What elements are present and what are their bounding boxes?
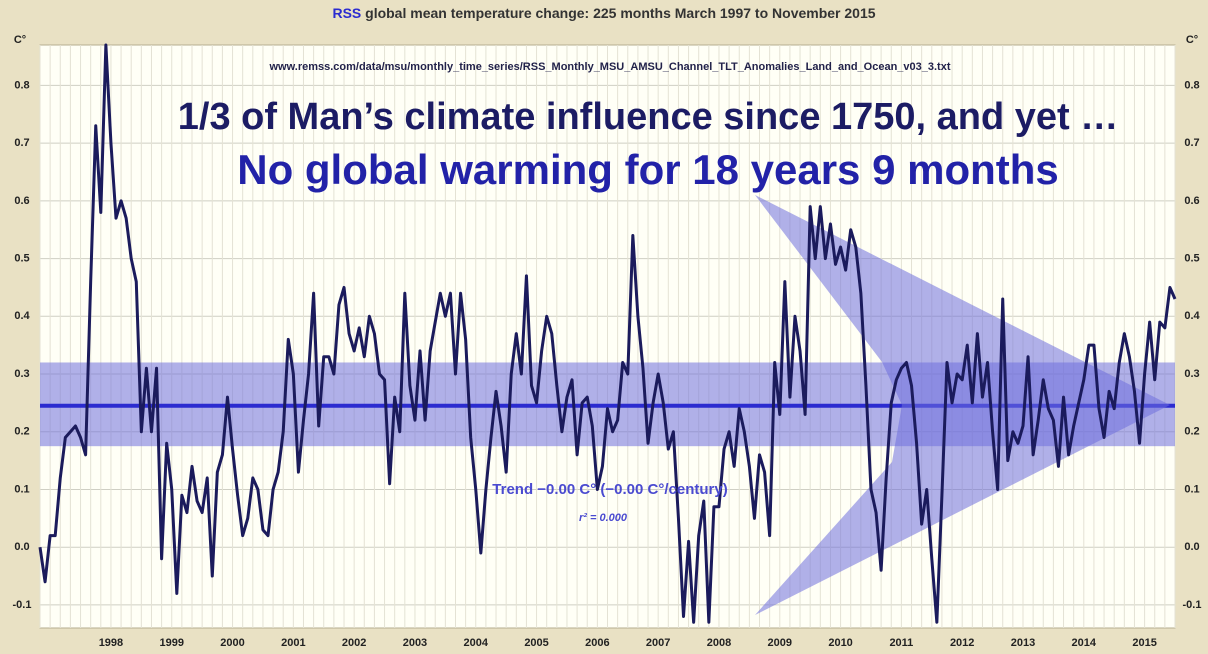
title-text: global mean temperature change: 225 mont…	[365, 5, 876, 21]
x-tick-label: 2011	[889, 637, 913, 649]
x-tick-label: 2007	[646, 637, 670, 649]
x-tick-label: 2008	[707, 637, 731, 649]
x-tick-label: 2015	[1132, 637, 1156, 649]
y2-tick-label: 0.4	[1184, 310, 1200, 322]
x-tick-label: 2002	[342, 637, 366, 649]
x-tick-label: 1998	[99, 637, 123, 649]
y-tick-label: 0.1	[14, 483, 29, 495]
subheadline: No global warming for 18 years 9 months	[237, 146, 1059, 193]
marks	[38, 43, 1177, 624]
x-tick-label: 2009	[768, 637, 792, 649]
x-tick-label: 2005	[524, 637, 548, 649]
y-tick-label: -0.1	[13, 599, 32, 611]
y-tick-label: 0.8	[14, 79, 29, 91]
y-axis-label: C°	[14, 34, 26, 46]
y-tick-label: 0.0	[14, 541, 29, 553]
x-tick-label: 2003	[403, 637, 427, 649]
headline: 1/3 of Man’s climate influence since 175…	[178, 96, 1119, 138]
x-tick-label: 2001	[281, 637, 305, 649]
y2-tick-label: 0.0	[1184, 541, 1199, 553]
y2-tick-label: 0.8	[1184, 79, 1199, 91]
source-url: www.remss.com/data/msu/monthly_time_seri…	[269, 61, 951, 73]
x-tick-label: 2010	[828, 637, 852, 649]
x-tick-label: 1999	[159, 637, 183, 649]
trend-label: Trend −0.00 C° (−0.00 C°/century)	[492, 481, 727, 498]
y2-tick-label: 0.1	[1184, 483, 1199, 495]
y-tick-label: 0.7	[14, 137, 29, 149]
y2-tick-label: 0.2	[1184, 426, 1199, 438]
x-tick-label: 2000	[220, 637, 244, 649]
y2-tick-label: 0.6	[1184, 195, 1199, 207]
y2-tick-label: 0.3	[1184, 368, 1199, 380]
y2-tick-label: 0.5	[1184, 252, 1199, 264]
y-tick-label: 0.5	[14, 252, 29, 264]
title-prefix: RSS	[332, 5, 361, 21]
x-tick-label: 2013	[1011, 637, 1035, 649]
y2-axis-label: C°	[1186, 34, 1198, 46]
x-tick-label: 2006	[585, 637, 609, 649]
y2-tick-label: 0.7	[1184, 137, 1199, 149]
x-tick-label: 2014	[1072, 637, 1097, 649]
y-tick-label: 0.3	[14, 368, 29, 380]
chart-title: RSS global mean temperature change: 225 …	[332, 5, 875, 21]
y-tick-label: 0.6	[14, 195, 29, 207]
x-tick-label: 2004	[464, 637, 489, 649]
y-tick-label: 0.4	[14, 310, 30, 322]
x-tick-label: 2012	[950, 637, 974, 649]
y-tick-label: 0.2	[14, 426, 29, 438]
y2-tick-label: -0.1	[1183, 599, 1202, 611]
arrow	[755, 195, 1170, 615]
temperature-line	[38, 43, 1177, 624]
r2-label: r² = 0.000	[579, 512, 628, 524]
